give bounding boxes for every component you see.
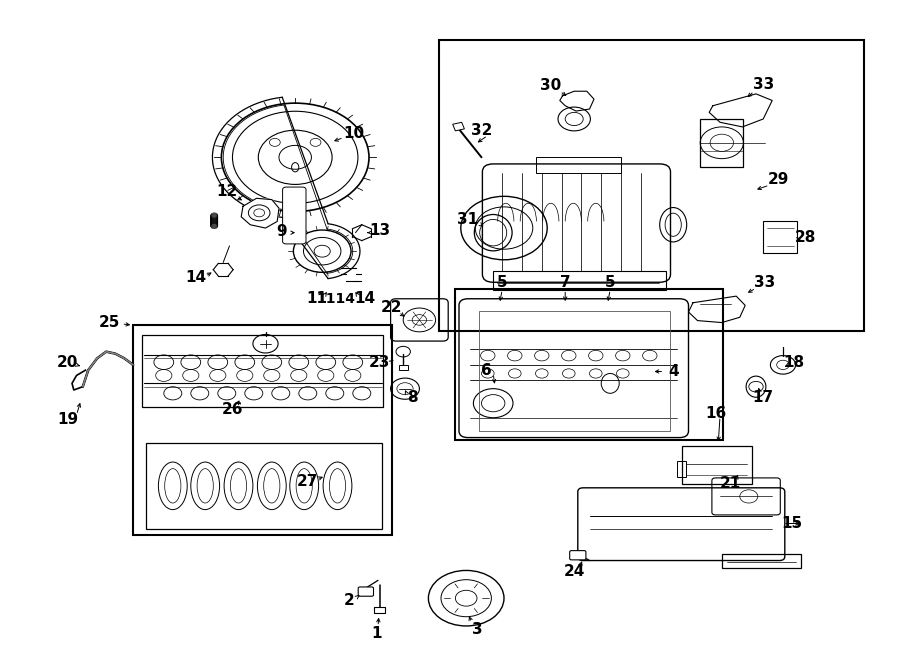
Text: 32: 32: [471, 124, 492, 138]
FancyBboxPatch shape: [283, 187, 306, 244]
Text: 33: 33: [752, 77, 774, 92]
Text: 3: 3: [472, 622, 482, 637]
Bar: [479, 311, 670, 431]
Text: 21: 21: [720, 477, 742, 491]
Text: 28: 28: [795, 231, 816, 245]
Bar: [722, 554, 801, 568]
Text: 6: 6: [481, 363, 491, 377]
Text: 1114: 1114: [316, 292, 356, 306]
Text: 29: 29: [768, 173, 789, 187]
Text: 10: 10: [343, 126, 364, 141]
Text: 14: 14: [354, 292, 375, 306]
Bar: [763, 221, 797, 253]
Text: 27: 27: [297, 474, 319, 488]
Text: 24: 24: [563, 564, 585, 579]
Polygon shape: [453, 122, 464, 131]
Text: 7: 7: [560, 276, 571, 290]
Text: 13: 13: [369, 223, 391, 237]
Text: 5: 5: [497, 276, 508, 290]
Text: 23: 23: [369, 355, 391, 369]
Bar: [493, 271, 666, 290]
Text: 31: 31: [457, 212, 479, 227]
Text: 17: 17: [752, 391, 774, 405]
Bar: [133, 325, 392, 535]
Text: 11: 11: [306, 292, 328, 306]
FancyBboxPatch shape: [570, 551, 586, 560]
Text: 4: 4: [668, 364, 679, 379]
Bar: [454, 289, 723, 440]
Bar: [374, 607, 385, 613]
Text: 9: 9: [276, 224, 287, 239]
Text: 26: 26: [221, 403, 243, 417]
Bar: [439, 40, 864, 330]
Bar: [399, 365, 408, 370]
Bar: [682, 446, 752, 484]
Bar: [536, 157, 621, 173]
Text: 25: 25: [99, 315, 121, 330]
Bar: [146, 443, 382, 529]
Text: 19: 19: [57, 412, 78, 427]
Text: 16: 16: [705, 406, 726, 420]
Bar: [142, 335, 383, 407]
Bar: [700, 119, 743, 167]
Text: 33: 33: [754, 276, 776, 290]
Text: 20: 20: [57, 355, 78, 369]
FancyBboxPatch shape: [358, 587, 374, 596]
Text: 2: 2: [344, 593, 355, 607]
Text: 1: 1: [371, 626, 382, 641]
Text: 22: 22: [381, 300, 402, 315]
Text: 5: 5: [605, 276, 616, 290]
Text: 12: 12: [216, 184, 238, 199]
Text: 8: 8: [407, 391, 418, 405]
Polygon shape: [241, 198, 279, 228]
Text: 18: 18: [783, 355, 805, 369]
Bar: [677, 461, 686, 477]
Text: 15: 15: [781, 516, 803, 531]
Text: 30: 30: [540, 79, 562, 93]
Text: 14: 14: [185, 270, 207, 285]
